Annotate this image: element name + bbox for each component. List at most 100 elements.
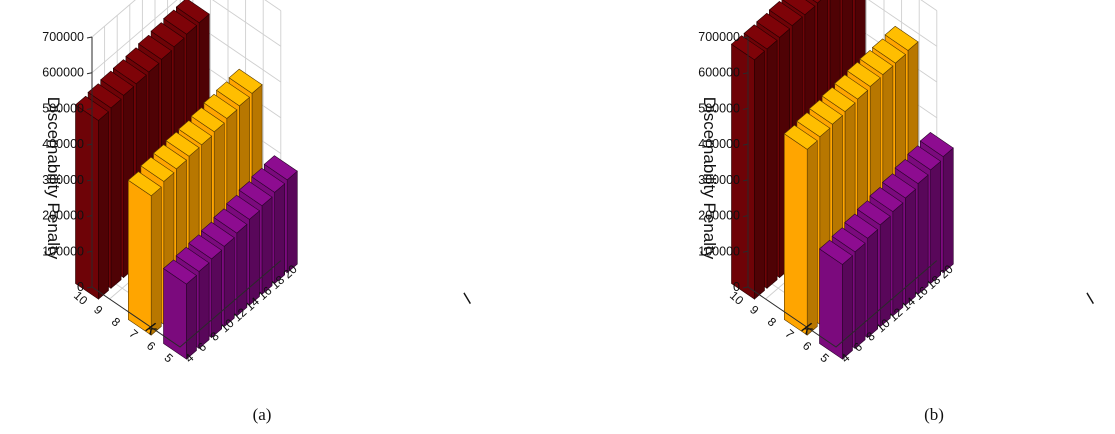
y-tick-label: 400000 [698, 137, 740, 151]
y-tick-label: 200000 [42, 209, 84, 223]
gridline-y [91, 0, 282, 38]
bar-face-front [819, 248, 843, 360]
bar-face-top [165, 131, 200, 157]
bar-face-side [150, 186, 162, 336]
y-tick-label: 600000 [42, 66, 84, 80]
bar-face-top [226, 194, 260, 220]
bar-face-side [892, 202, 904, 317]
bar-face-top [150, 22, 185, 48]
bar-face-side [806, 140, 818, 336]
y-tick-label: 700000 [42, 30, 84, 44]
k-tick-label: 7 [782, 327, 797, 342]
bar-face-top [884, 25, 919, 51]
bar-face-top [100, 70, 135, 96]
bar-face-top [175, 246, 210, 272]
y-tick-mark [742, 36, 749, 39]
bar-face-side [98, 111, 109, 300]
y-tick-mark [86, 286, 93, 289]
bar-face-top [127, 171, 162, 197]
y-axis-label: Discernability Penalty [44, 97, 63, 260]
bar [783, 124, 818, 336]
gridline-y [91, 0, 282, 74]
bar-face-top [869, 187, 904, 212]
l-axis-label: l [1083, 290, 1099, 307]
bar-face-top [263, 155, 298, 181]
bar-face-top [175, 0, 210, 24]
bar-face-top [872, 38, 906, 64]
bar-face-top [216, 81, 250, 107]
bar-face-top [251, 167, 286, 193]
bar-face-front [128, 179, 152, 336]
chart-panel-a: 0 100000 200000 300000 400000 500000 600000 700… [42, 0, 476, 424]
bar-face-top [894, 159, 929, 184]
y-tick-label: 0 [733, 280, 740, 294]
bar-face-top [819, 239, 853, 265]
y-tick-label: 600000 [698, 66, 740, 80]
k-tick-label: 8 [109, 315, 124, 330]
bar-face-top [228, 68, 263, 94]
bar-face-top [188, 234, 223, 260]
y-axis-label: Discernability Penalty [700, 97, 719, 260]
bar-face-top [846, 61, 881, 87]
bar-face-top [821, 87, 856, 112]
bar-face-top [163, 9, 198, 35]
bar-face-top [812, 0, 822, 4]
y-tick-mark [742, 250, 749, 253]
bar-face-top [153, 144, 187, 170]
k-tick-label: 5 [162, 351, 177, 366]
bar-face-top [756, 12, 791, 38]
bar-face-side [754, 50, 765, 300]
bar-face-side [917, 174, 929, 295]
bar-face-top [743, 24, 778, 50]
bar-face-top [831, 227, 866, 253]
y-tick-label: 500000 [698, 101, 740, 115]
bar-face-top [796, 112, 831, 138]
bar [819, 239, 853, 360]
bar-face-top [834, 74, 869, 100]
bar-face-top [907, 145, 942, 171]
y-tick-label: 400000 [42, 137, 84, 151]
axis-frame [91, 37, 282, 348]
k-tick-label: 7 [126, 327, 141, 342]
bar [731, 35, 765, 300]
bar-face-front [784, 133, 808, 336]
bar-face-top [190, 107, 225, 133]
k-tick-label: 6 [800, 339, 815, 354]
y-tick-label: 500000 [42, 101, 84, 115]
bar-face-side [879, 215, 891, 328]
bar-face-top [783, 124, 818, 150]
y-tick-mark [86, 107, 93, 110]
bar-face-front [75, 104, 99, 300]
y-tick-mark [86, 72, 93, 75]
y-tick-mark [742, 107, 749, 110]
bar-face-front [731, 43, 755, 300]
bar-face-side [286, 170, 298, 274]
bar-face-top [200, 221, 235, 247]
y-tick-mark [742, 215, 749, 218]
y-tick-label: 700000 [698, 30, 740, 44]
y-tick-mark [742, 143, 749, 146]
bar-face-top [138, 34, 172, 60]
bar-face-top [782, 0, 816, 16]
y-tick-mark [742, 179, 749, 182]
bar-face-top [238, 181, 273, 207]
y-tick-mark [86, 250, 93, 253]
y-tick-label: 0 [77, 280, 84, 294]
bar-face-top [919, 132, 954, 157]
bar-face-side [186, 274, 197, 360]
bar-face-top [213, 208, 248, 234]
bar-face-top [140, 156, 175, 182]
bar-face-side [198, 262, 210, 349]
bar-face-top [768, 1, 803, 26]
y-tick-mark [742, 286, 749, 289]
bar-face-top [112, 59, 147, 85]
k-tick-label: 6 [144, 339, 159, 354]
bar-face-top [125, 47, 160, 73]
axis-frame [747, 37, 938, 348]
k-tick-label: 8 [765, 315, 780, 330]
k-tick-label: 9 [747, 303, 762, 318]
y-tick-label: 100000 [42, 244, 84, 258]
y-tick-mark [86, 215, 93, 218]
bar-face-side [905, 188, 916, 306]
